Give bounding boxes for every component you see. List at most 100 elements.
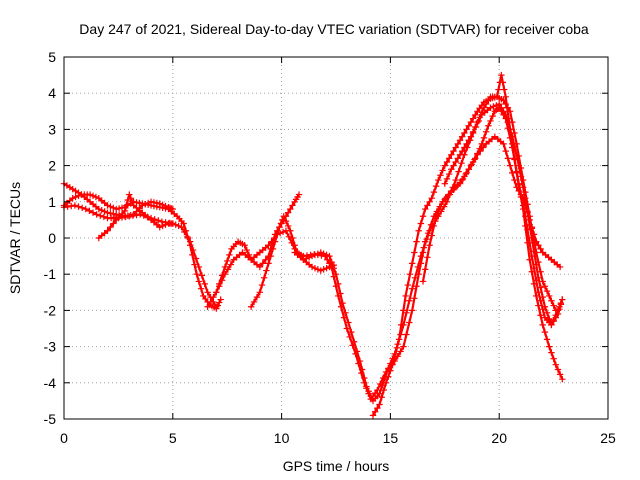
series-line	[206, 193, 301, 308]
data-point	[513, 140, 520, 148]
data-point	[419, 213, 427, 220]
data-point	[554, 366, 562, 373]
data-point	[172, 221, 179, 228]
data-point	[265, 260, 272, 267]
series-line	[250, 135, 562, 401]
data-point	[435, 208, 442, 215]
data-point	[494, 105, 501, 113]
data-point	[104, 227, 111, 234]
data-point	[524, 226, 531, 233]
data-point	[110, 210, 117, 218]
data-point	[326, 252, 333, 260]
data-point	[165, 204, 172, 211]
data-point	[517, 164, 525, 172]
data-point	[265, 242, 272, 249]
data-point	[226, 251, 233, 259]
data-point	[528, 225, 536, 232]
data-point	[276, 223, 283, 231]
data-point	[445, 155, 453, 162]
data-point	[107, 210, 114, 217]
data-point	[535, 242, 542, 249]
data-point	[128, 198, 136, 205]
data-point	[133, 199, 140, 206]
data-point	[348, 328, 355, 336]
y-tick-label: 4	[48, 85, 56, 101]
data-point	[192, 255, 200, 262]
data-point	[64, 203, 71, 210]
data-point	[216, 299, 223, 306]
data-point	[472, 123, 479, 131]
y-tick-label: -5	[44, 411, 57, 427]
data-point	[461, 129, 468, 137]
data-point	[216, 283, 223, 290]
data-point	[467, 133, 475, 140]
series-track-10	[419, 104, 566, 329]
data-point	[193, 271, 200, 278]
data-point	[504, 124, 512, 132]
data-point	[511, 129, 518, 137]
data-point	[155, 217, 162, 224]
data-point	[282, 217, 290, 225]
data-point	[241, 242, 248, 249]
data-point	[181, 228, 188, 236]
data-point	[535, 258, 542, 266]
data-point	[556, 303, 563, 310]
data-point	[432, 182, 440, 190]
data-point	[159, 222, 166, 230]
y-tick-label: -2	[44, 302, 57, 318]
data-point	[482, 100, 490, 108]
data-point	[262, 256, 269, 263]
data-point	[414, 263, 422, 271]
data-point	[169, 220, 176, 227]
data-point	[115, 213, 123, 221]
data-point	[139, 202, 146, 209]
data-point	[323, 251, 330, 259]
data-point	[195, 278, 203, 285]
data-point	[480, 134, 488, 142]
chart-title: Day 247 of 2021, Sidereal Day-to-day VTE…	[79, 21, 589, 37]
data-point	[452, 158, 459, 166]
data-point	[311, 251, 319, 259]
data-point	[353, 348, 361, 355]
data-point	[502, 147, 509, 155]
data-point	[420, 244, 427, 251]
data-point	[454, 140, 462, 148]
data-point	[535, 289, 542, 296]
data-point	[314, 266, 322, 273]
data-point	[361, 374, 368, 382]
data-point	[118, 204, 126, 212]
data-point	[178, 223, 185, 231]
data-point	[426, 242, 433, 249]
data-point	[393, 344, 401, 352]
data-point	[198, 272, 206, 279]
data-point	[552, 307, 559, 314]
data-point	[458, 159, 465, 167]
data-point	[122, 213, 129, 221]
data-point	[115, 205, 123, 212]
data-point	[263, 267, 270, 274]
data-point	[467, 118, 475, 126]
x-tick-label: 25	[600, 430, 616, 446]
data-point	[98, 207, 105, 214]
data-point	[550, 316, 557, 324]
data-point	[133, 211, 140, 219]
data-point	[552, 361, 559, 368]
data-point	[509, 118, 516, 126]
data-point	[156, 200, 163, 207]
data-point	[499, 79, 507, 86]
data-point	[469, 115, 477, 122]
data-point	[519, 202, 527, 209]
data-point	[328, 258, 335, 266]
data-point	[408, 285, 416, 292]
data-point	[504, 155, 512, 162]
y-axis-label: SDTVAR / TECUs	[7, 182, 23, 294]
data-point	[376, 401, 383, 408]
data-point	[284, 209, 292, 216]
data-point	[469, 158, 477, 166]
data-point	[502, 100, 509, 108]
data-point	[485, 122, 492, 129]
data-point	[543, 309, 551, 317]
data-point	[432, 213, 440, 220]
data-point	[535, 302, 542, 309]
data-point	[426, 227, 433, 234]
